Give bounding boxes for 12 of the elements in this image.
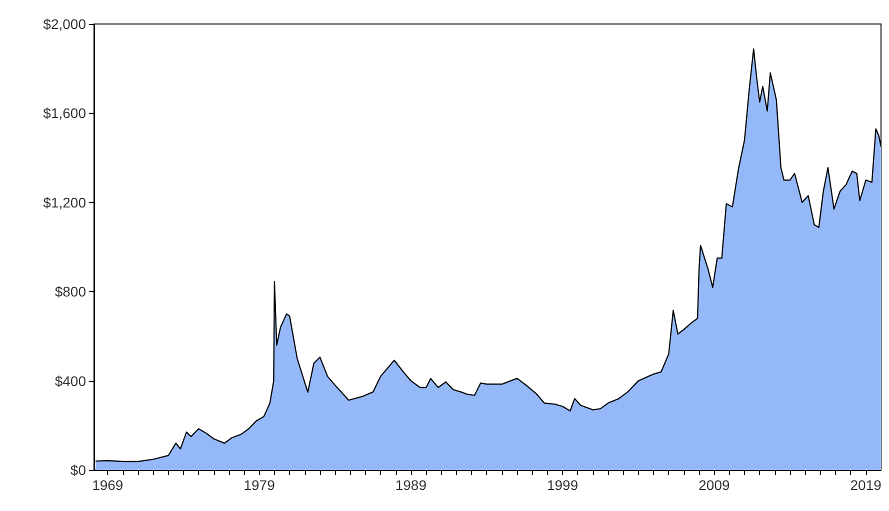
y-tick-label: $1,200 <box>43 194 86 210</box>
y-tick-label: $2,000 <box>43 16 86 32</box>
y-tick-label: $800 <box>54 284 86 300</box>
x-tick-label: 1989 <box>395 477 427 493</box>
x-tick-label: 2019 <box>850 477 882 493</box>
x-tick-label: 2009 <box>698 477 730 493</box>
y-tick-label: $400 <box>54 372 86 389</box>
x-tick-label: 1969 <box>92 477 124 493</box>
y-tick-label: $1,600 <box>43 105 86 122</box>
x-tick-label: 1979 <box>244 477 276 493</box>
x-tick-label: 1999 <box>546 477 578 493</box>
y-tick-label: $0 <box>70 462 86 478</box>
